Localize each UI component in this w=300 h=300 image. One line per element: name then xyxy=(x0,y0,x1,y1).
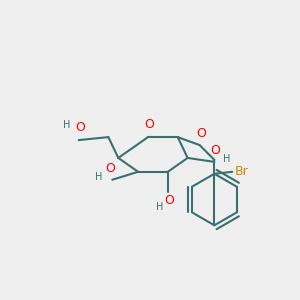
Text: H: H xyxy=(95,172,102,182)
Text: O: O xyxy=(144,118,154,131)
Text: Br: Br xyxy=(235,165,249,178)
Text: O: O xyxy=(211,144,220,157)
Text: O: O xyxy=(196,127,206,140)
Text: H: H xyxy=(223,154,231,164)
Text: H: H xyxy=(157,202,164,212)
Text: O: O xyxy=(76,121,85,134)
Text: O: O xyxy=(164,194,174,207)
Text: H: H xyxy=(63,120,71,130)
Text: O: O xyxy=(105,162,115,175)
